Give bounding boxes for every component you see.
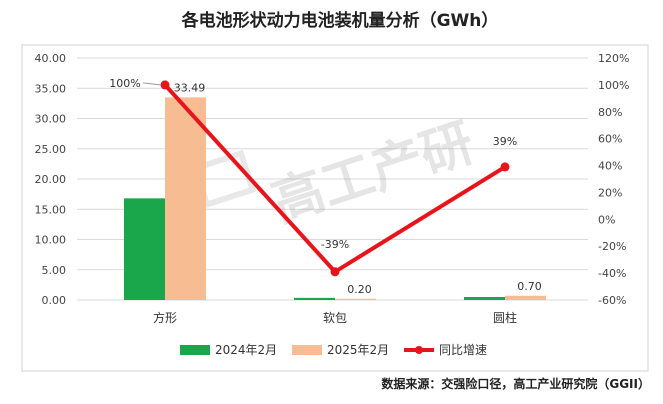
- category-label: 软包: [323, 311, 347, 325]
- bar-2024: [124, 198, 165, 300]
- growth-line-layer: 100% -39% 39%: [109, 77, 517, 277]
- legend-label: 2024年2月: [215, 343, 277, 357]
- bar-2025: [335, 298, 376, 300]
- left-tick-label: 35.00: [35, 82, 67, 95]
- legend-swatch: [180, 345, 210, 355]
- left-tick-label: 5.00: [42, 264, 67, 277]
- legend: 2024年2月 2025年2月 同比增速: [180, 343, 487, 357]
- bar-2024: [294, 297, 335, 300]
- left-tick-label: 15.00: [35, 203, 67, 216]
- bar-2024: [464, 296, 505, 300]
- leader-line: [142, 82, 162, 86]
- growth-point: [500, 162, 510, 172]
- category-label: 圆柱: [493, 310, 517, 325]
- growth-data-label: -39%: [321, 238, 349, 251]
- watermark-text: 高工产研: [265, 113, 481, 234]
- legend-label: 同比增速: [439, 343, 487, 357]
- chart-title: 各电池形状动力电池装机量分析（GWh）: [181, 10, 499, 31]
- category-labels: 方形 软包 圆柱: [153, 310, 517, 325]
- bar-data-label: 0.70: [517, 280, 542, 293]
- growth-point: [330, 267, 340, 277]
- plot-frame: [21, 44, 649, 372]
- right-tick-label: -60%: [598, 294, 626, 307]
- bar-2025: [165, 97, 206, 300]
- right-tick-label: 0%: [598, 213, 615, 226]
- left-tick-label: 25.00: [35, 143, 67, 156]
- growth-point: [160, 80, 170, 90]
- legend-marker: [415, 346, 423, 354]
- right-tick-label: 120%: [598, 52, 629, 65]
- left-tick-label: 30.00: [35, 113, 67, 126]
- right-tick-label: 60%: [598, 133, 622, 146]
- right-tick-label: 80%: [598, 106, 622, 119]
- bar-data-label: 0.20: [347, 283, 372, 296]
- left-axis: 0.00 5.00 10.00 15.00 20.00 25.00 30.00 35.00 40…: [35, 52, 67, 307]
- source-note: 数据来源：交强险口径，高工产业研究院（GGII）: [381, 376, 650, 391]
- bar-2025: [505, 295, 546, 300]
- watermark: 高工产研: [191, 113, 481, 234]
- right-tick-label: 100%: [598, 79, 629, 92]
- right-tick-label: -20%: [598, 240, 626, 253]
- growth-data-label: 39%: [493, 135, 517, 148]
- bars: 33.49 0.20 0.70: [124, 81, 546, 300]
- legend-swatch: [292, 345, 322, 355]
- growth-data-label: 100%: [109, 77, 140, 90]
- left-tick-label: 10.00: [35, 234, 67, 247]
- legend-label: 2025年2月: [327, 343, 389, 357]
- right-tick-label: -40%: [598, 267, 626, 280]
- left-tick-label: 40.00: [35, 52, 67, 65]
- left-tick-label: 20.00: [35, 173, 67, 186]
- right-tick-label: 20%: [598, 186, 622, 199]
- bar-data-label: 33.49: [174, 81, 206, 94]
- right-tick-label: 40%: [598, 160, 622, 173]
- right-axis: -60% -40% -20% 0% 20% 40% 60% 80% 100% 120%: [598, 52, 629, 307]
- left-tick-label: 0.00: [42, 294, 67, 307]
- category-label: 方形: [153, 310, 177, 325]
